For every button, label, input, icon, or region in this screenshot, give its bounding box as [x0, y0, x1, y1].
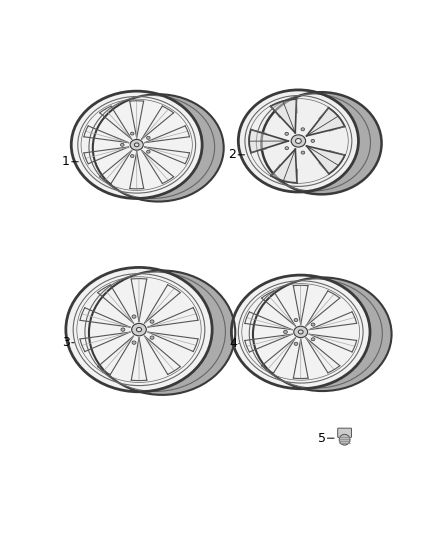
Ellipse shape [291, 135, 306, 147]
Text: 2: 2 [228, 148, 236, 161]
Polygon shape [139, 268, 235, 395]
Ellipse shape [311, 323, 315, 326]
Text: 5: 5 [318, 432, 325, 445]
Polygon shape [307, 108, 345, 136]
Ellipse shape [238, 90, 358, 192]
Ellipse shape [120, 143, 124, 146]
Ellipse shape [311, 338, 315, 341]
Polygon shape [271, 99, 297, 133]
Ellipse shape [131, 155, 134, 158]
Ellipse shape [150, 320, 154, 324]
Text: 1: 1 [62, 155, 70, 168]
Ellipse shape [285, 147, 289, 150]
Ellipse shape [339, 434, 350, 445]
Ellipse shape [311, 139, 314, 142]
Ellipse shape [298, 330, 303, 334]
Polygon shape [249, 130, 288, 153]
Ellipse shape [121, 328, 125, 332]
Ellipse shape [294, 342, 298, 345]
Ellipse shape [131, 132, 134, 135]
Polygon shape [301, 275, 392, 391]
Polygon shape [137, 91, 224, 201]
Ellipse shape [150, 336, 154, 340]
Ellipse shape [285, 132, 289, 135]
Ellipse shape [147, 150, 150, 153]
Ellipse shape [132, 341, 136, 344]
Polygon shape [307, 146, 345, 174]
Ellipse shape [130, 140, 143, 150]
Polygon shape [271, 149, 297, 183]
Ellipse shape [283, 330, 287, 334]
Ellipse shape [301, 128, 304, 131]
Ellipse shape [294, 319, 298, 321]
Ellipse shape [296, 139, 301, 143]
Ellipse shape [147, 136, 150, 139]
Ellipse shape [301, 151, 305, 154]
Text: 3: 3 [62, 336, 70, 349]
Ellipse shape [134, 143, 139, 147]
FancyBboxPatch shape [338, 428, 352, 438]
Polygon shape [298, 90, 381, 195]
Ellipse shape [132, 324, 146, 336]
Ellipse shape [66, 268, 212, 392]
Ellipse shape [132, 315, 136, 318]
Ellipse shape [294, 326, 307, 337]
Text: 4: 4 [229, 337, 237, 350]
Ellipse shape [137, 327, 141, 332]
Ellipse shape [71, 91, 202, 198]
Ellipse shape [231, 275, 370, 389]
